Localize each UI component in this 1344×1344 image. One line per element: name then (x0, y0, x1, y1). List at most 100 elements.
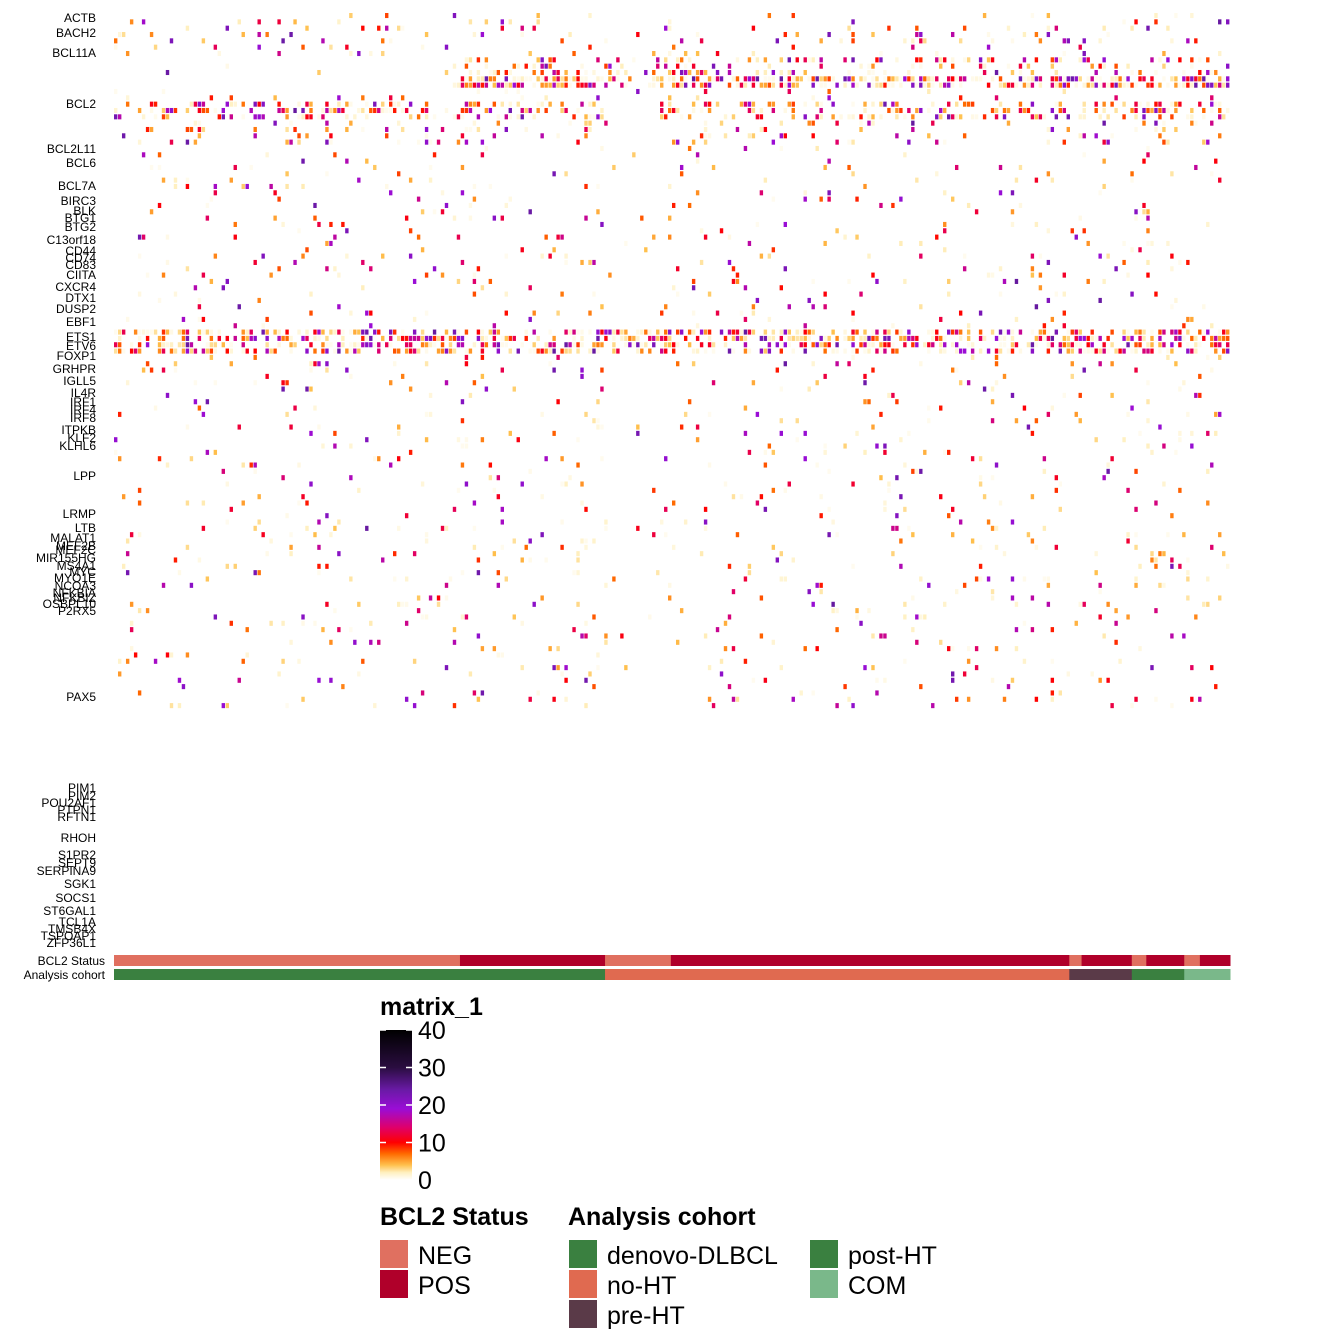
heatmap-cell (532, 329, 536, 335)
heatmap-cell (779, 576, 783, 582)
heatmap-cell (265, 316, 269, 322)
heatmap-cell (580, 538, 584, 544)
heatmap-cell (711, 380, 716, 386)
heatmap-cell (337, 551, 341, 557)
heatmap-cell (289, 424, 293, 430)
heatmap-cell (600, 367, 604, 373)
heatmap-cell (500, 652, 504, 658)
heatmap-cell (556, 82, 560, 88)
heatmap-cell (1162, 126, 1166, 133)
heatmap-cell (436, 139, 441, 145)
heatmap-cell (994, 69, 999, 76)
heatmap-cell (1106, 82, 1110, 88)
heatmap-cell (911, 627, 915, 633)
heatmap-cell (998, 291, 1003, 297)
heatmap-cell (189, 101, 194, 107)
legend-swatch (569, 1240, 597, 1268)
heatmap-cell (954, 101, 959, 107)
heatmap-cell (1218, 107, 1222, 114)
heatmap-cell (974, 114, 979, 120)
heatmap-cell (205, 202, 210, 208)
heatmap-cell (1126, 329, 1130, 335)
heatmap-cell (1154, 291, 1158, 297)
heatmap-cell (472, 272, 477, 278)
heatmap-cell (883, 82, 887, 88)
heatmap-cell (468, 57, 473, 63)
heatmap-cell (883, 329, 887, 335)
heatmap-cell (460, 164, 465, 171)
heatmap-cell (245, 335, 249, 341)
heatmap-cell (771, 247, 776, 253)
heatmap-cell (855, 614, 859, 620)
heatmap-cell (831, 101, 835, 107)
heatmap-cell (895, 133, 899, 139)
heatmap-cell (843, 684, 847, 690)
heatmap-cell (145, 335, 150, 341)
heatmap-cell (962, 101, 967, 107)
heatmap-cell (815, 101, 819, 107)
heatmap-cell (831, 114, 835, 120)
heatmap-cell (173, 348, 178, 354)
heatmap-cell (1194, 76, 1198, 82)
heatmap-cell (1010, 209, 1015, 215)
heatmap-cell (197, 304, 202, 310)
heatmap-cell (1174, 361, 1178, 367)
heatmap-cell (412, 329, 417, 335)
heatmap-cell (779, 57, 783, 63)
heatmap-cell (779, 82, 783, 88)
heatmap-cell (169, 342, 174, 348)
heatmap-cell (564, 665, 568, 671)
heatmap-cell (1178, 430, 1182, 436)
heatmap-cell (1070, 329, 1074, 335)
heatmap-cell (1110, 329, 1114, 335)
heatmap-cell (923, 614, 927, 620)
heatmap-cell (1086, 82, 1090, 88)
heatmap-cell (827, 76, 831, 82)
heatmap-cell (173, 107, 178, 114)
heatmap-cell (121, 133, 126, 139)
heatmap-cell (532, 348, 536, 354)
heatmap-cell (1030, 82, 1035, 88)
heatmap-cell (369, 50, 373, 57)
heatmap-cell (819, 38, 823, 44)
heatmap-cell (560, 234, 564, 240)
heatmap-cell (1050, 177, 1055, 183)
heatmap-cell (883, 449, 887, 455)
heatmap-cell (472, 525, 477, 531)
heatmap-cell (1026, 424, 1031, 430)
heatmap-cell (532, 342, 536, 348)
heatmap-cell (1190, 316, 1194, 322)
heatmap-cell (237, 424, 241, 430)
heatmap-cell (337, 519, 341, 525)
heatmap-cell (1166, 348, 1170, 354)
heatmap-cell (424, 361, 429, 367)
heatmap-cell (452, 215, 457, 221)
heatmap-cell (185, 126, 190, 133)
heatmap-cell (851, 335, 855, 341)
heatmap-cell (456, 114, 461, 120)
heatmap-cell (695, 69, 700, 76)
heatmap-cell (1058, 82, 1062, 88)
heatmap-cell (703, 525, 708, 531)
heatmap-cell (994, 462, 999, 468)
heatmap-cell (301, 107, 305, 114)
heatmap-cell (480, 152, 485, 158)
heatmap-cell (532, 601, 536, 607)
heatmap-cell (480, 82, 485, 88)
heatmap-cell (851, 481, 855, 487)
heatmap-cell (476, 69, 481, 76)
heatmap-cell (703, 329, 708, 335)
heatmap-cell (404, 696, 409, 702)
heatmap-cell (564, 696, 568, 702)
heatmap-cell (612, 348, 616, 354)
heatmap-cell (1206, 221, 1210, 227)
heatmap-cell (839, 114, 843, 120)
annotation-segment (670, 955, 1070, 966)
heatmap-cell (524, 126, 528, 133)
heatmap-cell (464, 107, 469, 114)
heatmap-cell (795, 418, 799, 424)
heatmap-cell (939, 639, 943, 645)
heatmap-cell (464, 101, 469, 107)
heatmap-cell (584, 411, 588, 417)
heatmap-cell (1110, 703, 1114, 709)
